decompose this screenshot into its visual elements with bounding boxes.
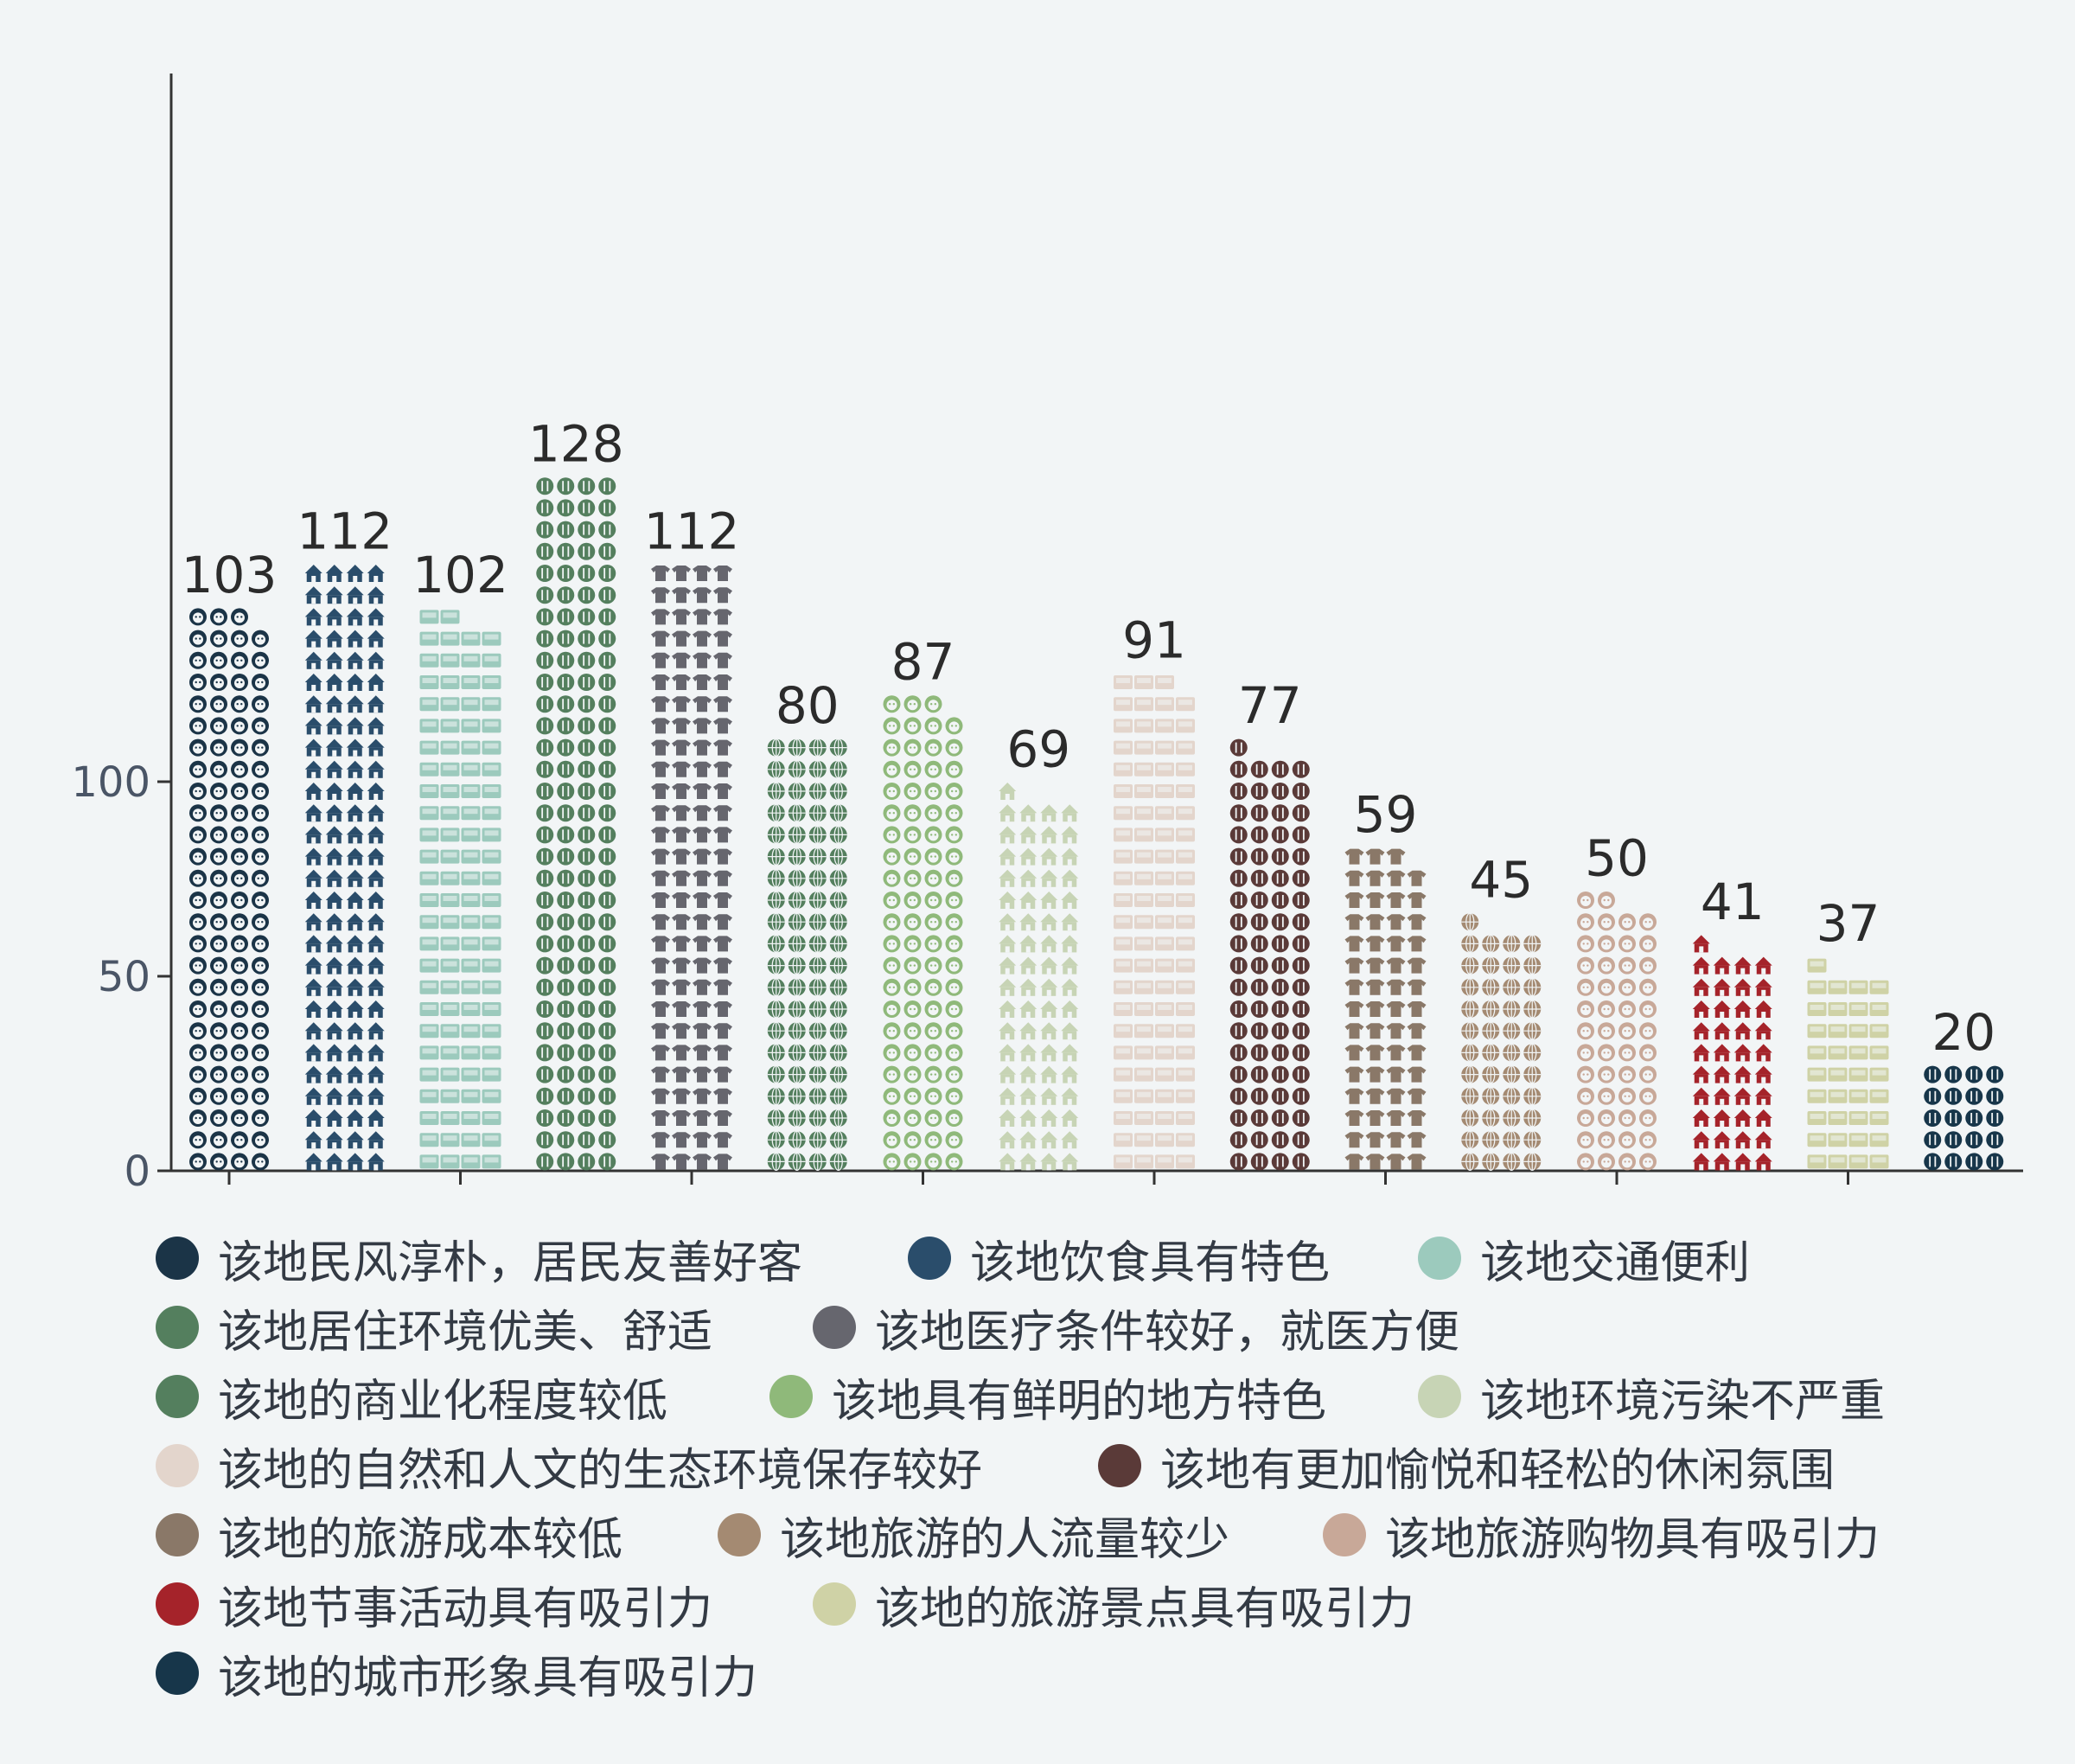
bars-group [189, 477, 2004, 1172]
bar-5 [651, 566, 732, 1170]
legend-label: 该地的自然和人文的生态环境保存较好 [218, 1444, 983, 1497]
bar-9 [1114, 675, 1195, 1169]
legend-item: 该地的城市形象具有吸引力 [156, 1643, 758, 1704]
value-label-10: 77 [1238, 676, 1302, 735]
bar-4 [536, 477, 616, 1171]
legend-color-dot [813, 1306, 856, 1349]
legend-color-dot [769, 1375, 813, 1418]
legend-item: 该地的商业化程度较低 [156, 1366, 668, 1428]
legend-item: 该地民风淳朴，居民友善好客 [156, 1228, 803, 1289]
legend-color-dot [156, 1582, 199, 1626]
legend-color-dot [908, 1237, 951, 1280]
value-label-16: 20 [1931, 1003, 1995, 1062]
bar-1 [189, 608, 269, 1171]
bar-15 [1807, 958, 1889, 1169]
legend-color-dot [813, 1582, 856, 1626]
y-tick-label: 0 [124, 1147, 150, 1196]
value-label-1: 103 [182, 546, 278, 604]
legend-label: 该地旅游的人流量较少 [780, 1513, 1230, 1566]
bar-14 [1692, 935, 1772, 1171]
legend-label: 该地的旅游成本较低 [218, 1513, 623, 1566]
legend-item: 该地旅游购物具有吸引力 [1323, 1505, 1880, 1566]
value-label-14: 41 [1701, 872, 1765, 931]
legend-color-dot [156, 1375, 199, 1418]
legend-color-dot [1418, 1375, 1461, 1418]
value-label-15: 37 [1816, 894, 1880, 953]
value-label-11: 59 [1354, 785, 1418, 844]
value-label-12: 45 [1469, 851, 1533, 910]
value-label-5: 112 [644, 502, 740, 560]
value-labels: 103 112 102 128 112 80 87 69 91 77 59 45 50 41 37 20 [182, 415, 1996, 1062]
legend-item: 该地环境污染不严重 [1418, 1366, 1886, 1428]
legend-item: 该地饮食具有特色 [908, 1228, 1331, 1289]
legend-color-dot [156, 1237, 199, 1280]
legend-color-dot [1098, 1444, 1141, 1487]
legend-item: 该地有更加愉悦和轻松的休闲氛围 [1098, 1435, 1836, 1497]
value-label-8: 69 [1006, 719, 1070, 778]
bar-8 [999, 783, 1079, 1171]
legend-color-dot [1323, 1513, 1366, 1556]
x-axis [171, 1169, 2023, 1185]
legend-label: 该地的旅游景点具有吸引力 [875, 1582, 1415, 1635]
legend-color-dot [156, 1306, 199, 1349]
value-label-13: 50 [1585, 828, 1649, 887]
legend-label: 该地具有鲜明的地方特色 [832, 1375, 1327, 1428]
legend-color-dot [156, 1652, 199, 1695]
legend-item: 该地的旅游成本较低 [156, 1505, 623, 1566]
value-label-9: 91 [1122, 610, 1186, 669]
legend-color-dot [156, 1444, 199, 1487]
legend-item: 该地交通便利 [1418, 1228, 1751, 1289]
value-label-6: 80 [776, 676, 840, 735]
legend-label: 该地的商业化程度较低 [218, 1375, 668, 1428]
value-label-2: 112 [297, 502, 393, 560]
legend-item: 该地医疗条件较好，就医方便 [813, 1297, 1459, 1358]
bar-3 [419, 610, 501, 1169]
legend-item: 该地居住环境优美、舒适 [156, 1297, 712, 1358]
bar-16 [1924, 1065, 2004, 1171]
legend-label: 该地饮食具有特色 [970, 1237, 1331, 1289]
y-tick-label: 50 [98, 953, 150, 1001]
bar-11 [1344, 848, 1427, 1170]
legend-item: 该地具有鲜明的地方特色 [769, 1366, 1327, 1428]
legend-item: 该地的自然和人文的生态环境保存较好 [156, 1435, 983, 1497]
legend-label: 该地节事活动具有吸引力 [218, 1582, 713, 1635]
value-label-3: 102 [412, 546, 508, 604]
legend-item: 该地旅游的人流量较少 [718, 1505, 1230, 1566]
y-axis: 0 50 100 [71, 74, 173, 1196]
bar-6 [767, 738, 847, 1172]
legend-item: 该地节事活动具有吸引力 [156, 1574, 713, 1635]
legend-color-dot [156, 1513, 199, 1556]
bar-13 [1577, 892, 1657, 1171]
legend-item: 该地的旅游景点具有吸引力 [813, 1574, 1415, 1635]
bar-2 [304, 565, 385, 1171]
bar-7 [883, 695, 963, 1171]
legend-color-dot [1418, 1237, 1461, 1280]
legend-color-dot [718, 1513, 761, 1556]
value-label-4: 128 [528, 415, 624, 474]
bar-10 [1229, 738, 1310, 1171]
legend-label: 该地医疗条件较好，就医方便 [875, 1306, 1460, 1358]
legend-label: 该地民风淳朴，居民友善好客 [218, 1237, 803, 1289]
pictogram-chart: 0 50 100 103 112 102 128 112 80 87 69 91 77 59 45 50 41… [71, 74, 2023, 1196]
bar-12 [1461, 912, 1542, 1172]
legend-label: 该地环境污染不严重 [1480, 1375, 1886, 1428]
legend-label: 该地旅游购物具有吸引力 [1385, 1513, 1880, 1566]
legend-label: 该地居住环境优美、舒适 [218, 1306, 713, 1358]
legend-label: 该地有更加愉悦和轻松的休闲氛围 [1160, 1444, 1836, 1497]
legend-label: 该地的城市形象具有吸引力 [218, 1652, 758, 1704]
value-label-7: 87 [891, 633, 955, 692]
legend-label: 该地交通便利 [1480, 1237, 1751, 1289]
y-tick-label: 100 [71, 758, 150, 807]
